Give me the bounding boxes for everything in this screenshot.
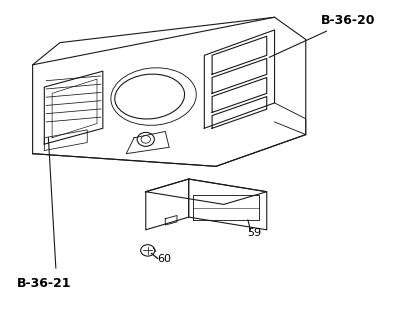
Text: B-36-21: B-36-21 [17, 277, 72, 290]
Text: 59: 59 [247, 228, 261, 238]
Text: B-36-20: B-36-20 [321, 13, 376, 27]
Text: 60: 60 [158, 253, 171, 263]
